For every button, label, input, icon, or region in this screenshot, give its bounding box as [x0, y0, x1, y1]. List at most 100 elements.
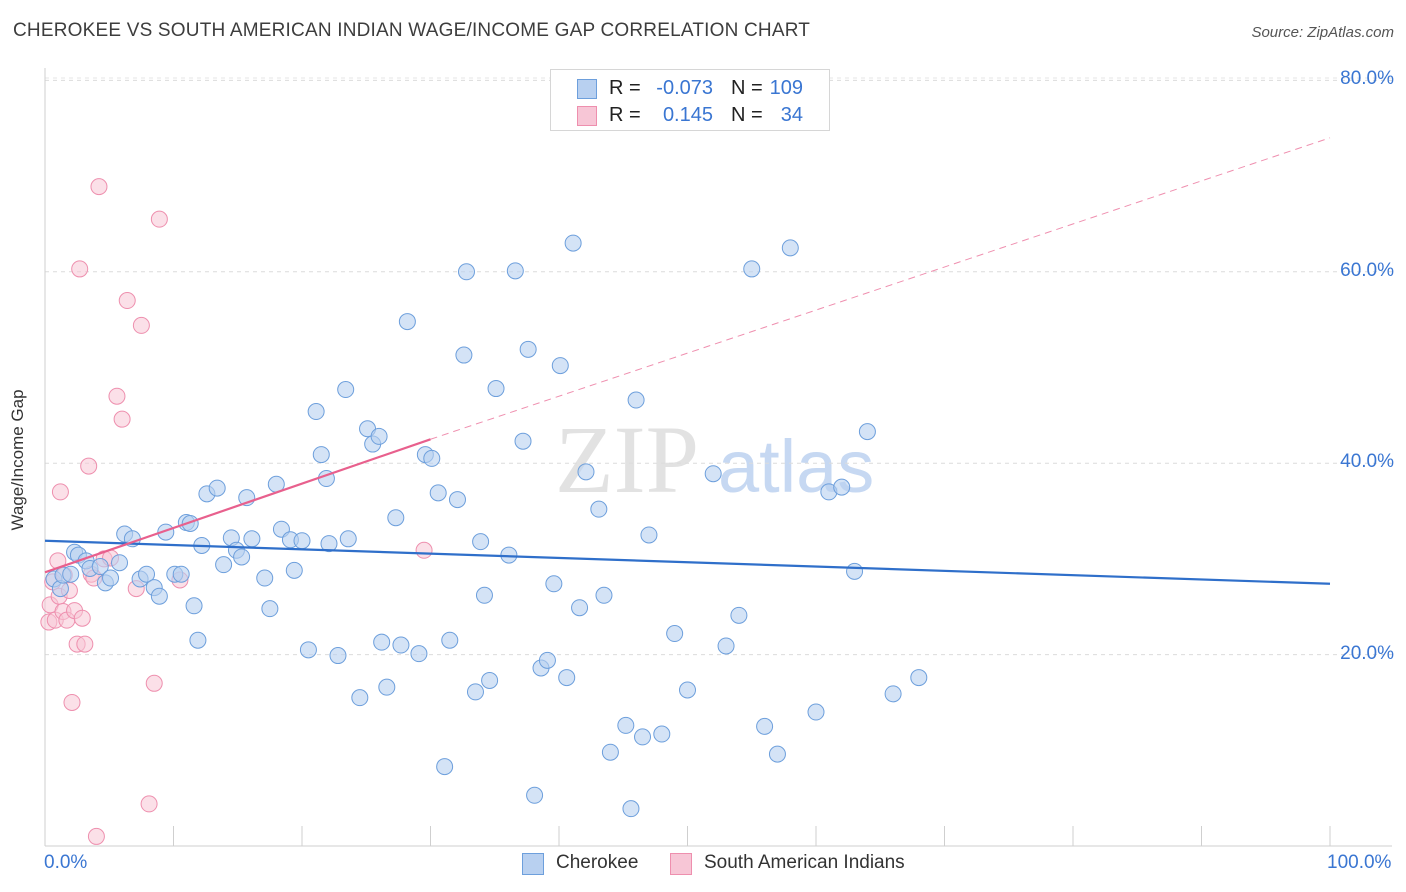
cherokee-point — [622, 800, 640, 818]
cherokee-point — [429, 484, 447, 502]
cherokee-point — [62, 565, 80, 583]
cherokee-point — [564, 234, 582, 252]
cherokee-point — [526, 786, 544, 804]
cherokee-point — [307, 403, 325, 421]
cherokee-point — [337, 381, 355, 399]
south-american-points — [40, 178, 433, 845]
cherokee-point — [743, 260, 761, 278]
cherokee-point — [634, 728, 652, 746]
x-tick-min: 0.0% — [44, 852, 88, 873]
cherokee-point — [551, 357, 569, 375]
south-american-point — [108, 387, 126, 405]
cherokee-point — [781, 239, 799, 257]
legend-n-label: N = — [731, 77, 763, 99]
cherokee-point — [378, 678, 396, 696]
south-american-point — [113, 410, 131, 428]
cherokee-point — [243, 530, 261, 548]
x-tick-max: 100.0% — [1327, 852, 1392, 873]
cherokee-point — [590, 500, 608, 518]
south-american-point — [87, 827, 105, 845]
cherokee-point — [138, 565, 156, 583]
south-american-point — [90, 178, 108, 196]
cherokee-point — [455, 346, 473, 364]
cherokee-point — [730, 606, 748, 624]
cherokee-point — [756, 717, 774, 735]
cherokee-point — [466, 683, 484, 701]
legend-row-south-american: R = 0.145 N = 34 — [551, 102, 829, 128]
y-tick-label: 40.0% — [1340, 451, 1394, 473]
legend-swatch-cherokee — [577, 79, 597, 99]
south-american-point — [73, 609, 91, 627]
cherokee-point — [299, 641, 317, 659]
cherokee-point — [233, 548, 251, 566]
cherokee-point — [312, 446, 330, 464]
cherokee-point — [704, 465, 722, 483]
cherokee-point — [339, 530, 357, 548]
cherokee-point — [351, 689, 369, 707]
cherokee-point — [261, 600, 279, 618]
bottom-legend-label: South American Indians — [704, 852, 905, 873]
cherokee-point — [373, 633, 391, 651]
cherokee-point — [717, 637, 735, 655]
cherokee-point — [423, 449, 441, 467]
cherokee-point — [514, 432, 532, 450]
cherokee-point — [436, 758, 454, 776]
gridlines — [45, 77, 1392, 656]
cherokee-point — [506, 262, 524, 280]
cherokee-point — [285, 561, 303, 579]
cherokee-point — [475, 586, 493, 604]
south-american-point — [132, 316, 150, 334]
south-american-trendline — [44, 438, 431, 574]
cherokee-point — [185, 597, 203, 615]
south-american-point — [51, 483, 69, 501]
y-tick-label: 60.0% — [1340, 259, 1394, 281]
legend-row-cherokee: R = -0.073 N = 109 — [551, 75, 829, 101]
cherokee-point — [558, 669, 576, 687]
legend-r-value: 0.145 — [662, 104, 713, 126]
south-american-point — [118, 292, 136, 310]
cherokee-point — [181, 514, 199, 532]
legend-r-label: R = — [609, 104, 641, 126]
south-american-point — [145, 674, 163, 692]
y-tick-label: 80.0% — [1340, 68, 1394, 90]
cherokee-point — [768, 745, 786, 763]
bottom-legend-label: Cherokee — [556, 852, 639, 873]
cherokee-point — [172, 565, 190, 583]
cherokee-point — [571, 599, 589, 617]
correlation-legend: R = -0.073 N = 109 R = 0.145 N = 34 — [550, 69, 830, 131]
cherokee-point — [679, 681, 696, 699]
cherokee-point — [538, 651, 556, 669]
cherokee-point — [807, 703, 825, 721]
legend-n-value: 109 — [769, 77, 803, 99]
cherokee-point — [448, 491, 466, 509]
cherokee-point — [595, 586, 613, 604]
cherokee-point — [293, 532, 311, 550]
south-american-point — [150, 210, 168, 228]
cherokee-point — [387, 509, 405, 527]
watermark: ZIP atlas — [555, 406, 874, 513]
cherokee-point — [884, 685, 902, 703]
bottom-swatch-cherokee — [522, 853, 544, 875]
cherokee-point — [457, 263, 475, 281]
south-american-point — [63, 693, 81, 711]
cherokee-point — [640, 526, 658, 544]
cherokee-point — [846, 562, 864, 580]
cherokee-point — [189, 631, 207, 649]
cherokee-point — [320, 535, 338, 553]
legend-r-value: -0.073 — [656, 77, 713, 99]
legend-r-label: R = — [609, 77, 641, 99]
y-axis-label: Wage/Income Gap — [8, 389, 27, 531]
legend-n-value: 34 — [780, 104, 803, 126]
cherokee-point — [519, 340, 537, 358]
watermark-zip: ZIP — [555, 406, 699, 513]
cherokee-point — [370, 427, 388, 445]
trendlines — [44, 137, 1331, 585]
cherokee-trendline — [44, 539, 1331, 585]
south-american-point — [415, 541, 433, 559]
cherokee-point — [666, 625, 684, 643]
cherokee-point — [392, 636, 410, 654]
cherokee-point — [472, 533, 490, 551]
watermark-atlas: atlas — [718, 425, 874, 508]
south-american-trendline-extended — [430, 137, 1331, 440]
